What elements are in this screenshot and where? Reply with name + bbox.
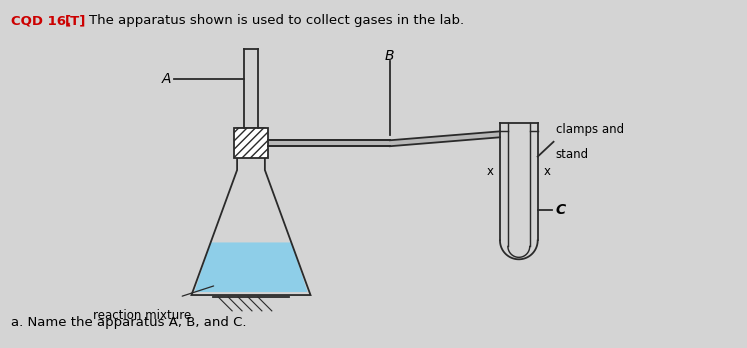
Text: C: C xyxy=(556,203,565,217)
Text: The apparatus shown is used to collect gases in the lab.: The apparatus shown is used to collect g… xyxy=(90,14,465,27)
Text: stand: stand xyxy=(556,148,589,161)
Text: B: B xyxy=(385,49,394,63)
Text: CQD 16.: CQD 16. xyxy=(11,14,71,27)
Bar xyxy=(268,140,390,146)
Text: [T]: [T] xyxy=(64,14,86,27)
Text: A: A xyxy=(162,72,172,86)
Bar xyxy=(234,128,268,158)
Text: clamps and: clamps and xyxy=(556,123,624,136)
Text: a. Name the apparatus A, B, and C.: a. Name the apparatus A, B, and C. xyxy=(11,316,247,329)
Text: x: x xyxy=(544,165,551,178)
Text: reaction mixture: reaction mixture xyxy=(93,309,191,322)
Text: x: x xyxy=(486,165,494,178)
Polygon shape xyxy=(390,131,500,146)
Polygon shape xyxy=(194,243,308,292)
